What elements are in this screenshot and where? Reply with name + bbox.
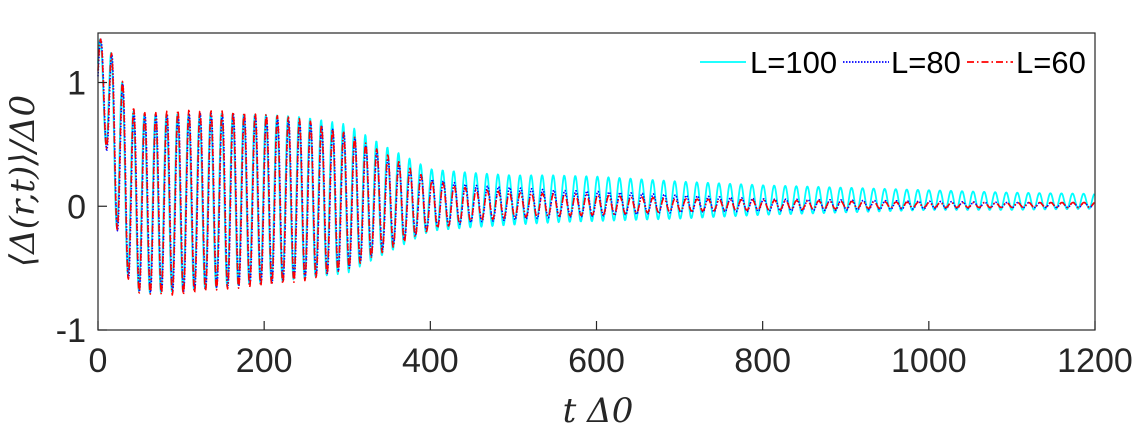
x-tick-label: 400 (402, 342, 459, 380)
series-line-l-60 (97, 38, 1095, 296)
x-tick-label: 800 (734, 342, 791, 380)
x-tick-label: 1200 (1057, 342, 1133, 380)
x-tick-label: 0 (89, 342, 108, 380)
x-axis-label: t Δ0 (563, 391, 634, 431)
x-tick-label: 200 (236, 342, 293, 380)
y-axis-label: ⟨Δ(r,t)⟩/Δ0 (3, 95, 43, 267)
legend: L=100 L=80 L=60 (700, 45, 1086, 80)
y-tick-label: 1 (67, 65, 86, 103)
ticks-layer: 0 200 400 600 800 1000 1200-101 (56, 65, 1133, 381)
y-tick-label: -1 (56, 312, 86, 350)
x-tick-label: 1000 (891, 342, 967, 380)
series-layer (97, 38, 1096, 296)
legend-label: L=80 (891, 45, 961, 80)
x-tick-label: 600 (568, 342, 625, 380)
legend-label: L=60 (1016, 45, 1086, 80)
y-tick-label: 0 (67, 188, 86, 226)
legend-label: L=100 (750, 45, 837, 80)
